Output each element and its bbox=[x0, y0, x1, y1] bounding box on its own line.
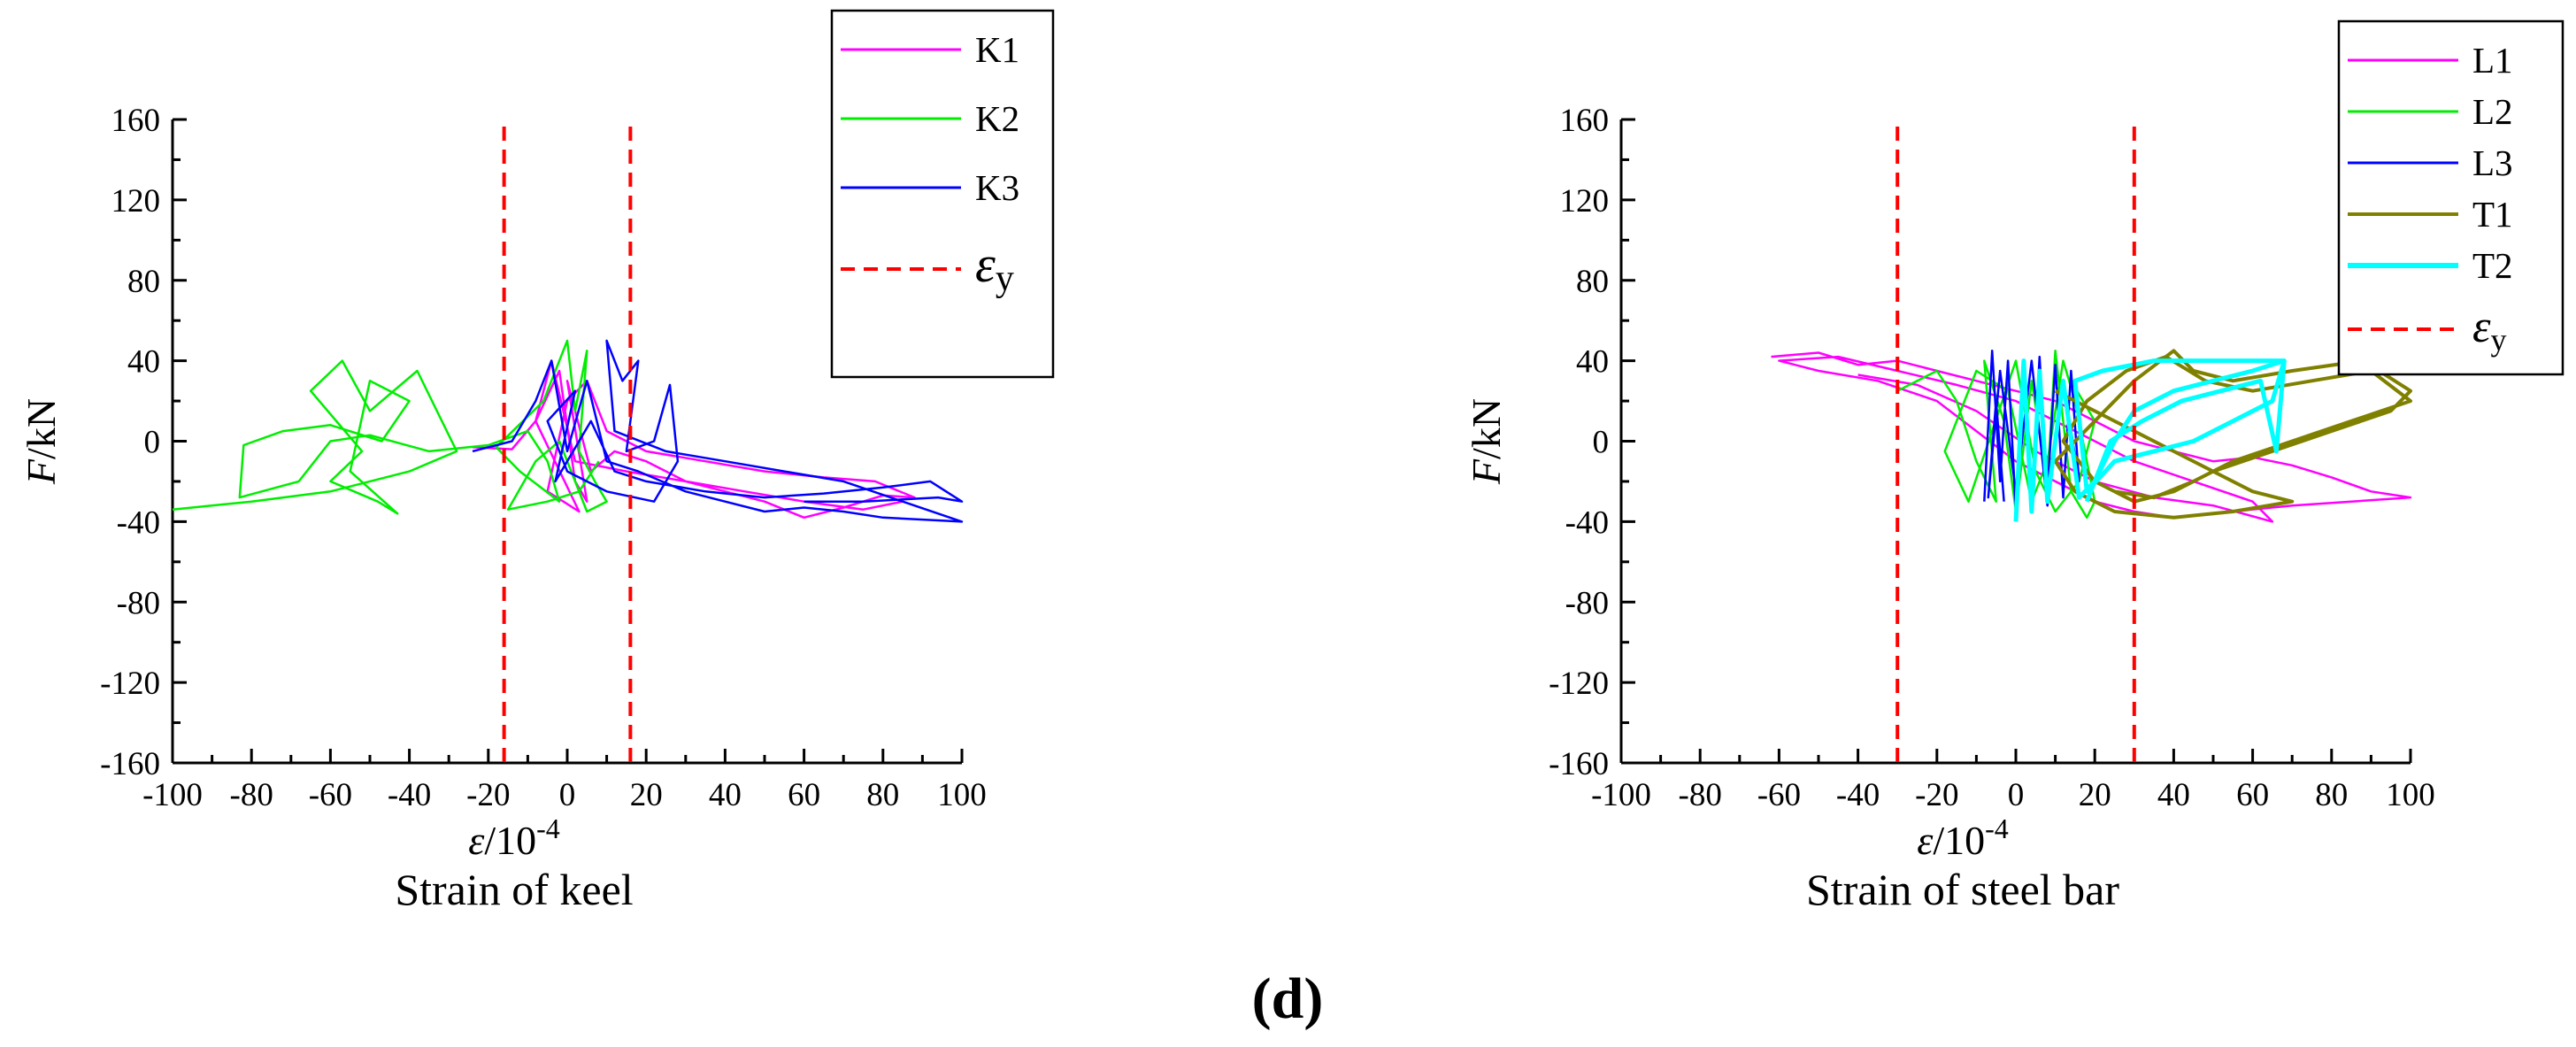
series-k1-line bbox=[472, 359, 916, 520]
legend-label: L1 bbox=[2472, 40, 2513, 81]
y-tick-label: -80 bbox=[117, 585, 160, 621]
y-tick-label: 80 bbox=[127, 264, 160, 300]
y-tick-label: 0 bbox=[144, 425, 161, 461]
x-tick-label: 60 bbox=[2236, 777, 2269, 813]
y-axis-label: F/kN bbox=[19, 398, 64, 485]
y-tick-label: -80 bbox=[1565, 585, 1609, 621]
x-tick-label: 20 bbox=[2079, 777, 2111, 813]
chart-caption: Strain of keel bbox=[395, 865, 633, 914]
y-tick-label: -120 bbox=[100, 666, 160, 702]
y-tick-label: 0 bbox=[1593, 425, 1610, 461]
x-tick-label: 0 bbox=[559, 777, 576, 813]
y-tick-label: -160 bbox=[1549, 746, 1609, 782]
x-tick-label: -100 bbox=[142, 777, 203, 813]
x-tick-label: -40 bbox=[1836, 777, 1880, 813]
panel-label: (d) bbox=[1252, 966, 1324, 1031]
legend-label: T1 bbox=[2472, 194, 2513, 235]
x-tick-label: -100 bbox=[1591, 777, 1651, 813]
x-axis-label: ε/10-4 bbox=[468, 812, 560, 863]
x-tick-label: -20 bbox=[466, 777, 510, 813]
y-tick-label: 120 bbox=[1560, 183, 1610, 219]
y-tick-label: 40 bbox=[1576, 344, 1609, 381]
y-tick-label: -40 bbox=[117, 504, 160, 541]
legend-box bbox=[2337, 19, 2564, 376]
chart-caption: Strain of steel bar bbox=[1806, 865, 2119, 914]
x-tick-label: 100 bbox=[2386, 777, 2435, 813]
y-tick-label: 80 bbox=[1576, 264, 1609, 300]
legend-label: L2 bbox=[2472, 91, 2513, 132]
legend: L1 L2 L3 T1 T2 εy bbox=[2337, 19, 2564, 376]
legend: K1 K2 K3 εy bbox=[830, 9, 1055, 379]
x-tick-label: -80 bbox=[1679, 777, 1722, 813]
series-k3-line bbox=[472, 339, 964, 523]
y-tick-label: -160 bbox=[100, 746, 160, 782]
legend-label: εy bbox=[2472, 302, 2507, 358]
series-l3-line bbox=[1983, 350, 2080, 513]
y-tick-label: -40 bbox=[1565, 504, 1609, 541]
x-tick-label: 80 bbox=[2315, 777, 2348, 813]
series-t2-line bbox=[2013, 358, 2287, 522]
x-tick-label: 40 bbox=[709, 777, 742, 813]
chart-strain-of-steel-bar: -100 -80 -60 -40 -20 0 20 40 60 80 100 -160 -120 -80 -… bbox=[1464, 19, 2564, 914]
legend-label: K2 bbox=[975, 98, 1019, 139]
x-tick-label: -20 bbox=[1915, 777, 1958, 813]
x-tick-label: -80 bbox=[230, 777, 273, 813]
x-tick-label: 20 bbox=[630, 777, 663, 813]
y-tick-label: 160 bbox=[1560, 103, 1610, 139]
x-tick-label: -60 bbox=[309, 777, 352, 813]
x-tick-label: 100 bbox=[937, 777, 987, 813]
y-axis-label: F/kN bbox=[1464, 398, 1509, 485]
x-tick-label: -40 bbox=[388, 777, 431, 813]
y-tick-label: 120 bbox=[111, 183, 161, 219]
x-tick-label: 60 bbox=[788, 777, 820, 813]
y-tick-label: 40 bbox=[127, 344, 160, 381]
legend-label: εy bbox=[975, 235, 1014, 299]
x-axis-label: ε/10-4 bbox=[1917, 812, 2009, 863]
y-tick-label: 160 bbox=[111, 103, 161, 139]
legend-box bbox=[830, 9, 1055, 379]
x-tick-label: -60 bbox=[1757, 777, 1801, 813]
legend-label: T2 bbox=[2472, 245, 2513, 286]
legend-label: L3 bbox=[2472, 142, 2513, 183]
y-tick-label: -120 bbox=[1549, 666, 1609, 702]
series-t1-line bbox=[2053, 349, 2412, 520]
x-tick-label: 80 bbox=[866, 777, 899, 813]
legend-label: K3 bbox=[975, 167, 1019, 208]
chart-strain-of-keel: -100 -80 -60 -40 -20 0 20 40 60 80 100 -160 -120 -80 -… bbox=[19, 9, 1055, 914]
series-k2-line bbox=[172, 339, 608, 515]
legend-label: K1 bbox=[975, 29, 1019, 70]
x-tick-label: 40 bbox=[2157, 777, 2190, 813]
x-tick-label: 0 bbox=[2008, 777, 2025, 813]
